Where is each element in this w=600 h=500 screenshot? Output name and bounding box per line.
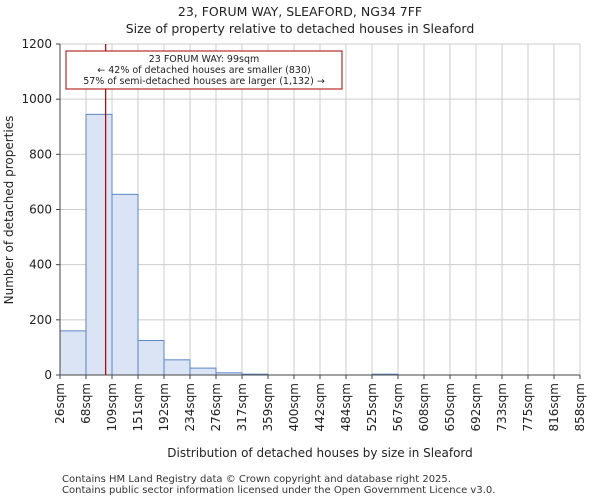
x-tick-label-525sqm: 525sqm [365, 383, 379, 431]
bar-109sqm [111, 193, 139, 376]
y-tick-labels: 0 200 400 600 800 1000 1200 [21, 37, 60, 382]
y-tick-label-200: 200 [29, 313, 52, 327]
x-tick-label-317sqm: 317sqm [235, 383, 249, 431]
x-tick-label-692sqm: 692sqm [469, 383, 483, 431]
x-tick-label-359sqm: 359sqm [261, 383, 275, 431]
bars [59, 113, 399, 376]
bar-192sqm [163, 359, 191, 376]
x-tick-label-151sqm: 151sqm [131, 383, 145, 431]
x-tick-label-650sqm: 650sqm [443, 383, 457, 431]
x-axis-label: Distribution of detached houses by size … [167, 446, 473, 460]
x-tick-label-26sqm: 26sqm [53, 383, 67, 424]
x-tick-label-775sqm: 775sqm [521, 383, 535, 431]
chart-title: 23, FORUM WAY, SLEAFORD, NG34 7FF [177, 4, 423, 19]
x-tick-label-68sqm: 68sqm [79, 383, 93, 424]
bar-26sqm [59, 330, 87, 376]
bar-234sqm [189, 367, 217, 376]
y-tick-label-600: 600 [29, 203, 52, 217]
footer-line-1: Contains HM Land Registry data © Crown c… [62, 474, 451, 485]
y-tick-label-0: 0 [44, 368, 52, 382]
x-tick-label-816sqm: 816sqm [547, 383, 561, 431]
annotation-line3: 57% of semi-detached houses are larger (… [83, 76, 325, 87]
chart-subtitle: Size of property relative to detached ho… [125, 21, 475, 36]
annotation-line1: 23 FORUM WAY: 99sqm [149, 54, 260, 65]
bar-68sqm [85, 113, 113, 376]
x-tick-labels: 26sqm 68sqm 109sqm 151sqm 192sqm 234sqm 276sqm… [53, 375, 587, 431]
x-tick-label-484sqm: 484sqm [339, 383, 353, 431]
x-tick-label-733sqm: 733sqm [495, 383, 509, 431]
y-tick-label-1000: 1000 [21, 92, 52, 106]
x-tick-label-109sqm: 109sqm [105, 383, 119, 431]
x-tick-label-276sqm: 276sqm [209, 383, 223, 431]
x-tick-label-858sqm: 858sqm [573, 383, 587, 431]
footer-line-2: Contains public sector information licen… [62, 485, 496, 496]
x-tick-label-234sqm: 234sqm [183, 383, 197, 431]
x-tick-label-608sqm: 608sqm [417, 383, 431, 431]
annotation-line2: ← 42% of detached houses are smaller (83… [97, 65, 310, 76]
bar-151sqm [137, 340, 165, 376]
annotation-box [65, 50, 343, 90]
x-tick-label-192sqm: 192sqm [157, 383, 171, 431]
y-axis-label: Number of detached properties [2, 116, 16, 305]
annotation: 23 FORUM WAY: 99sqm← 42% of detached hou… [65, 50, 343, 90]
y-tick-label-1200: 1200 [21, 37, 52, 51]
y-tick-label-800: 800 [29, 147, 52, 161]
x-tick-label-442sqm: 442sqm [313, 383, 327, 431]
x-tick-label-567sqm: 567sqm [391, 383, 405, 431]
x-tick-label-400sqm: 400sqm [287, 383, 301, 431]
y-tick-label-400: 400 [29, 258, 52, 272]
